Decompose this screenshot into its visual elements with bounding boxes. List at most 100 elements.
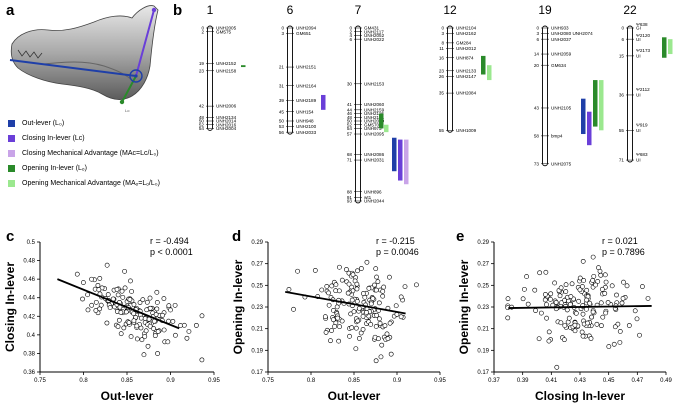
data-point [593, 282, 599, 288]
marker-name: UNH2059 [551, 52, 572, 57]
data-point [199, 357, 205, 363]
chromosome-number: 1 [207, 3, 214, 17]
data-point [580, 333, 586, 339]
data-point [129, 289, 135, 294]
marker-name: UNH2181 [364, 115, 385, 120]
data-point [161, 296, 167, 301]
data-point [552, 280, 558, 286]
legend-item: Closing In-lever (Lᴄ) [8, 131, 85, 145]
data-point [105, 292, 111, 297]
data-point [147, 305, 153, 311]
data-point [398, 314, 404, 320]
data-point [121, 325, 127, 331]
marker-position: 11 [439, 46, 444, 51]
marker-name: GM570 [364, 122, 380, 127]
data-point [295, 268, 300, 274]
marker-name: Ψ2173 [636, 48, 651, 53]
data-point [385, 336, 391, 342]
marker-name: UNH1009 [456, 128, 477, 133]
y-tick-label: 0.44 [23, 296, 35, 302]
data-point [335, 315, 341, 321]
marker-name: UNH2151 [296, 65, 317, 70]
data-point [328, 338, 333, 344]
data-point [172, 302, 178, 308]
opening-attachment-dot [119, 99, 125, 105]
data-point [603, 279, 609, 285]
marker-position: 6 [621, 37, 624, 42]
chromosome-number: 7 [355, 3, 362, 17]
y-tick-label: 0.21 [251, 327, 263, 333]
data-point [141, 352, 147, 358]
data-point [368, 322, 374, 327]
y-tick-label: 0.42 [23, 314, 35, 320]
marker-position: 16 [439, 55, 445, 60]
data-point [568, 294, 574, 299]
data-point [387, 320, 393, 326]
marker-name: UNH2134 [216, 115, 237, 120]
data-point [291, 306, 296, 312]
marker-position: 0 [281, 26, 284, 31]
marker-name: UNH2014 [216, 119, 237, 124]
chromosome-number: 22 [623, 3, 637, 17]
data-point [563, 282, 569, 288]
data-point [542, 292, 548, 297]
data-point [544, 315, 549, 321]
legend-item: Opening In-lever (Lₒ) [8, 161, 87, 175]
data-point [380, 293, 386, 299]
y-tick-label: 0.25 [477, 283, 489, 289]
data-point [505, 296, 511, 302]
marker-name: GI [636, 26, 641, 31]
marker-name: GM431 [364, 26, 380, 31]
data-point [599, 323, 604, 329]
data-point [584, 297, 589, 303]
y-tick-label: 0.19 [477, 348, 489, 354]
marker-position: 8 [441, 40, 444, 45]
marker-position: 3 [441, 31, 444, 36]
data-point [590, 278, 596, 283]
data-point [286, 287, 292, 292]
data-point [595, 279, 601, 284]
data-point [546, 338, 552, 344]
data-point [546, 329, 552, 335]
marker-name: UNH2033 [296, 130, 317, 135]
data-point [332, 324, 337, 329]
data-point [119, 288, 125, 294]
data-point [350, 272, 356, 278]
marker-position: 68 [347, 152, 353, 157]
data-point [353, 325, 359, 331]
marker-name: UNH2095 [364, 132, 385, 137]
data-point [354, 281, 360, 287]
data-point [598, 272, 604, 278]
data-point [356, 305, 362, 311]
y-tick-label: 0.27 [251, 262, 263, 268]
closing-in-lever-line [135, 9, 155, 77]
marker-name: UNH2075 [551, 161, 572, 166]
data-point [356, 336, 362, 341]
data-point [330, 317, 336, 323]
regression-line [285, 290, 406, 315]
marker-name: UNH2016 [216, 122, 237, 127]
marker-name: UNH2153 [364, 81, 385, 86]
data-point [579, 329, 585, 335]
data-point [634, 316, 640, 322]
data-point [355, 268, 360, 274]
data-point [155, 329, 161, 334]
data-point [563, 289, 569, 294]
marker-position: 46 [347, 111, 353, 116]
data-point [193, 322, 199, 328]
data-point [351, 309, 357, 315]
marker-name: UNH154 [296, 109, 314, 114]
marker-position: 55 [439, 128, 445, 133]
data-point [572, 328, 578, 334]
marker-position: 52 [347, 122, 353, 127]
data-point [619, 300, 625, 306]
correlation-r: r = 0.021 [602, 236, 638, 246]
data-point [80, 280, 86, 285]
data-point [645, 296, 651, 301]
marker-name: UNH2052 [364, 33, 385, 38]
marker-name: Ψ683 [636, 152, 648, 157]
data-point [89, 276, 94, 282]
data-point [186, 329, 192, 334]
data-point [346, 281, 352, 287]
data-point [336, 288, 342, 294]
